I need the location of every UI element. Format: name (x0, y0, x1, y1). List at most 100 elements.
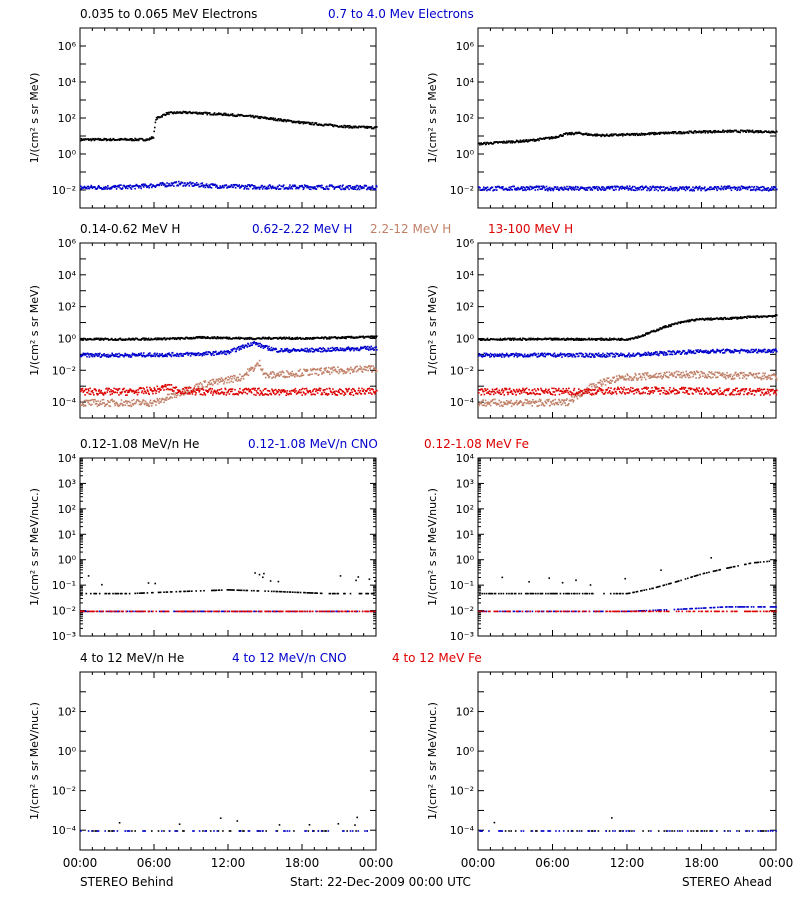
data-point (551, 355, 554, 357)
data-point (237, 346, 239, 349)
data-point (563, 353, 566, 355)
data-point (110, 338, 112, 341)
data-point (174, 394, 176, 396)
data-point (348, 127, 350, 129)
data-point (261, 369, 263, 372)
data-point (712, 131, 714, 133)
data-point (242, 391, 245, 393)
data-point (570, 353, 573, 356)
y-tick-label: 10⁻² (450, 364, 474, 377)
data-point (136, 391, 138, 394)
data-point (528, 355, 531, 358)
data-point (618, 355, 620, 357)
data-point (226, 381, 228, 384)
data-point (312, 389, 315, 391)
data-point (706, 318, 709, 321)
data-point (504, 355, 507, 357)
data-point (580, 339, 582, 341)
data-point (511, 189, 514, 191)
data-point (308, 123, 311, 125)
data-point (559, 338, 562, 341)
data-point (313, 336, 315, 339)
data-point (346, 368, 348, 371)
data-point (668, 324, 671, 326)
data-point (110, 354, 113, 357)
data-point (628, 133, 630, 135)
data-point (648, 133, 651, 136)
data-point (197, 387, 200, 390)
data-point (771, 316, 774, 318)
data-point (527, 186, 530, 189)
data-point (374, 368, 376, 370)
data-point (272, 117, 274, 119)
data-point (641, 334, 644, 336)
data-point (206, 337, 208, 339)
data-point (339, 393, 342, 395)
data-point (97, 186, 99, 188)
data-point (364, 368, 366, 371)
data-point (223, 383, 225, 385)
data-point (150, 186, 153, 189)
data-point (340, 125, 343, 127)
data-point (697, 188, 699, 191)
data-point (348, 368, 351, 370)
y-tick-label: 10⁰ (456, 332, 475, 345)
data-point (740, 316, 742, 318)
data-point (723, 185, 726, 188)
data-point (263, 117, 265, 119)
data-point (117, 339, 120, 341)
data-point (627, 339, 629, 341)
data-point (345, 372, 347, 374)
data-point (339, 349, 341, 351)
data-point (127, 338, 130, 341)
data-point (242, 344, 244, 346)
data-point (617, 186, 620, 188)
data-point (273, 392, 275, 394)
data-point (102, 402, 104, 404)
data-point (342, 372, 345, 375)
data-point (233, 393, 236, 396)
data-point (136, 393, 139, 396)
data-point (566, 133, 569, 136)
data-point (622, 135, 624, 137)
data-point (537, 337, 539, 340)
data-point (344, 349, 347, 352)
data-point (358, 368, 361, 370)
data-point (680, 131, 682, 134)
data-point (246, 346, 249, 348)
data-point (221, 186, 223, 188)
data-point (554, 137, 556, 139)
data-point (320, 367, 323, 370)
data-point (551, 337, 553, 340)
data-point (130, 139, 133, 142)
data-point (353, 185, 356, 188)
data-point (339, 184, 342, 187)
data-point (202, 353, 204, 355)
data-point (241, 346, 244, 349)
data-point (731, 317, 734, 320)
data-point (354, 390, 356, 392)
data-point (225, 184, 228, 186)
data-point (269, 349, 272, 352)
data-point (195, 182, 198, 184)
data-point (175, 112, 178, 114)
data-point (131, 402, 134, 405)
data-point (347, 186, 349, 189)
data-point (546, 189, 549, 192)
data-point (177, 184, 179, 187)
data-point (228, 336, 231, 339)
data-point (502, 354, 505, 356)
data-point (250, 337, 253, 339)
data-point (356, 393, 359, 395)
data-point (339, 388, 341, 390)
data-point (352, 126, 354, 129)
data-point (213, 112, 216, 114)
data-point (107, 353, 109, 356)
data-point (609, 355, 611, 357)
data-point (353, 370, 355, 373)
data-point (213, 380, 215, 383)
data-point (358, 186, 360, 188)
data-point (529, 353, 532, 356)
data-point (640, 355, 643, 357)
data-point (245, 344, 248, 347)
